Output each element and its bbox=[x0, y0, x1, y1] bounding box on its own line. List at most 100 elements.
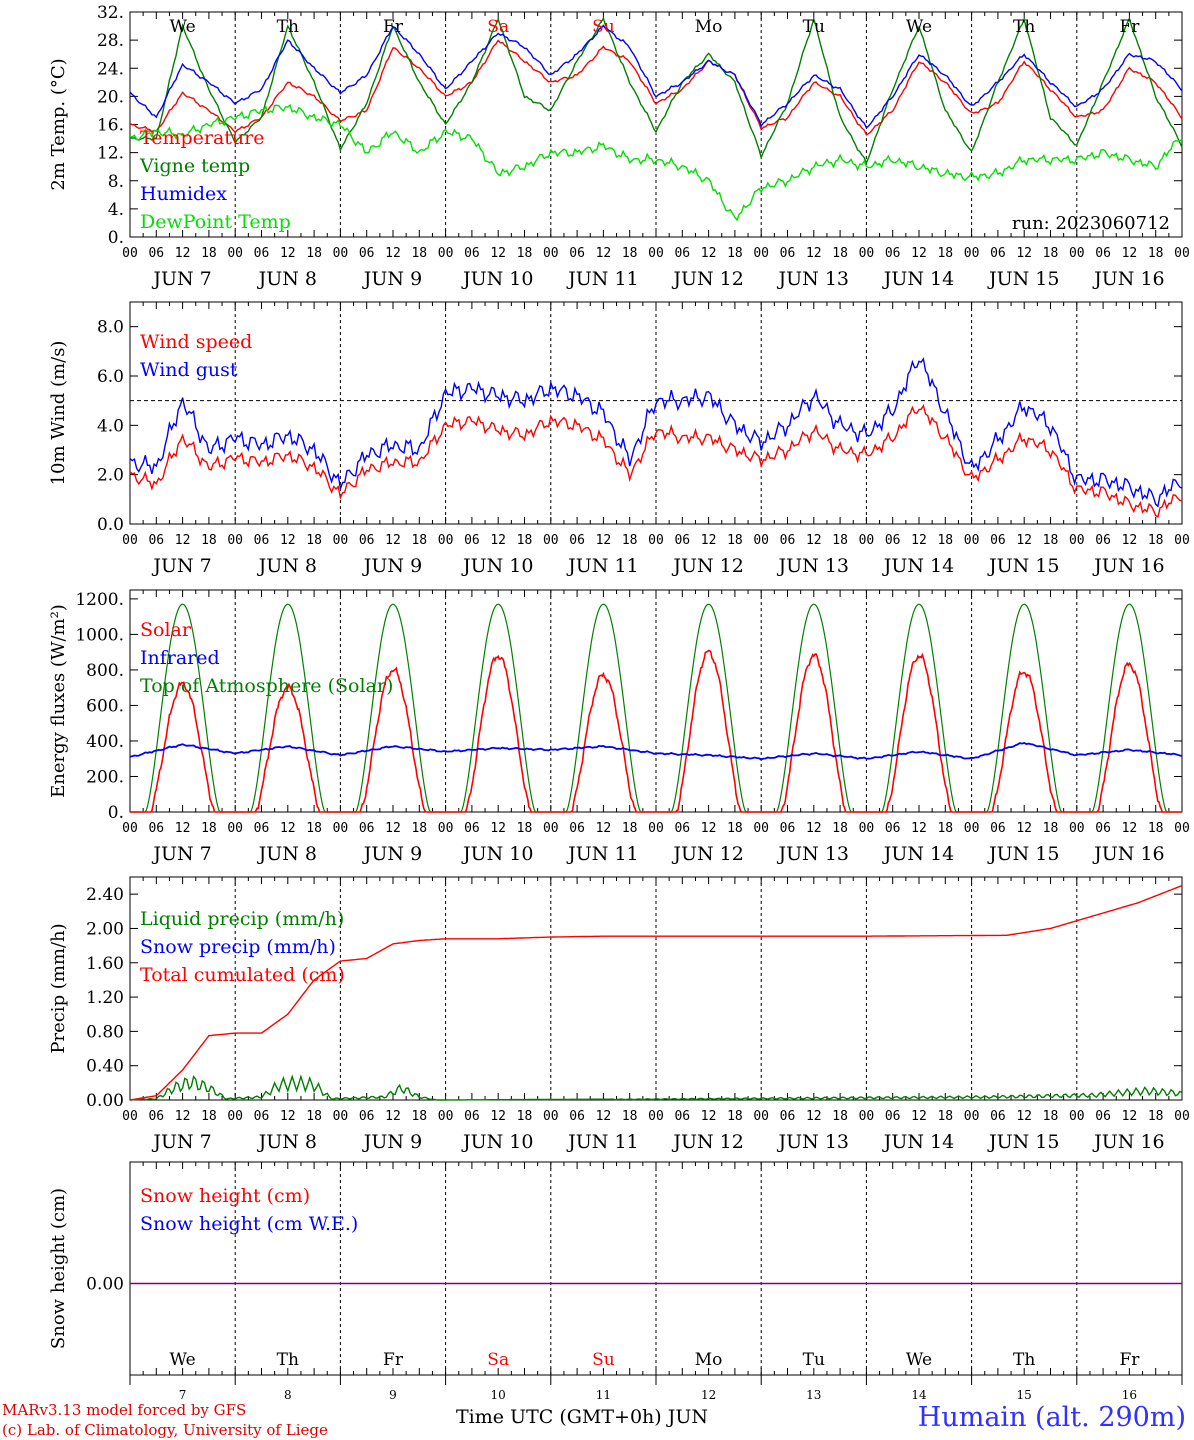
hour-label: 00 bbox=[648, 533, 664, 548]
hour-label: 06 bbox=[885, 246, 901, 261]
weekday-label: Sa bbox=[487, 1350, 509, 1370]
y-tick-label: 2.0 bbox=[97, 466, 124, 486]
day-label: 13 bbox=[806, 1388, 821, 1402]
date-label: JUN 12 bbox=[671, 843, 743, 865]
panel-4: 0.00 0.40 0.80 1.20 1.60 2.00 2.40 Precip (mm/h… bbox=[48, 876, 1190, 1153]
hour-label: 12 bbox=[911, 1109, 927, 1124]
y-tick-label: 200. bbox=[86, 767, 124, 787]
series-line-2 bbox=[129, 357, 1183, 508]
series-line-toa bbox=[130, 603, 1182, 813]
y-tick-label: 400. bbox=[86, 732, 124, 752]
hour-label: 12 bbox=[1122, 246, 1138, 261]
hour-label: 00 bbox=[333, 1109, 349, 1124]
y-tick-label: 0.00 bbox=[86, 1091, 124, 1111]
hour-label: 18 bbox=[411, 533, 427, 548]
hour-label: 12 bbox=[490, 1109, 506, 1124]
legend-entry: Snow height (cm W.E.) bbox=[140, 1213, 358, 1235]
date-label: JUN 15 bbox=[987, 1131, 1059, 1153]
date-label: JUN 10 bbox=[461, 555, 533, 577]
hour-label: 12 bbox=[385, 533, 401, 548]
date-label: JUN 13 bbox=[777, 843, 849, 865]
hour-label: 06 bbox=[148, 821, 164, 836]
hour-label: 18 bbox=[832, 1109, 848, 1124]
hour-label: 00 bbox=[1069, 1109, 1085, 1124]
hour-label: 18 bbox=[306, 533, 322, 548]
hour-label: 00 bbox=[964, 821, 980, 836]
day-label: 7 bbox=[179, 1388, 187, 1402]
day-label: 8 bbox=[284, 1388, 292, 1402]
credit-line-2: (c) Lab. of Climatology, University of L… bbox=[2, 1421, 328, 1439]
hour-label: 12 bbox=[280, 821, 296, 836]
hour-label: 00 bbox=[438, 533, 454, 548]
hour-label: 12 bbox=[1122, 821, 1138, 836]
hour-label: 06 bbox=[1095, 533, 1111, 548]
hour-label: 18 bbox=[727, 821, 743, 836]
run-label: run: 2023060712 bbox=[1012, 213, 1170, 234]
hour-label: 00 bbox=[227, 1109, 243, 1124]
series-line-1 bbox=[129, 39, 1183, 136]
day-label: 11 bbox=[596, 1388, 611, 1402]
hour-label: 18 bbox=[517, 533, 533, 548]
hour-label: 06 bbox=[990, 246, 1006, 261]
panel-2: 0.0 2.0 4.0 6.0 8.0 10m Wind (m/s) Wind speed W… bbox=[48, 301, 1190, 577]
hour-label: 18 bbox=[517, 821, 533, 836]
hour-label: 12 bbox=[596, 1109, 612, 1124]
hour-label: 06 bbox=[990, 1109, 1006, 1124]
hour-label: 12 bbox=[701, 1109, 717, 1124]
hour-label: 00 bbox=[1069, 533, 1085, 548]
date-label: JUN 16 bbox=[1092, 1131, 1164, 1153]
hour-label: 06 bbox=[359, 533, 375, 548]
legend-entry: DewPoint Temp bbox=[140, 211, 291, 233]
weekday-label: Su bbox=[592, 17, 615, 37]
panel-3: 0. 200. 400. 600. 800. 1000. 1200. Energy fluxe… bbox=[48, 589, 1190, 865]
hour-label: 06 bbox=[674, 246, 690, 261]
hour-label: 18 bbox=[622, 821, 638, 836]
hour-label: 06 bbox=[674, 821, 690, 836]
hour-label: 18 bbox=[517, 1109, 533, 1124]
date-label: JUN 8 bbox=[257, 555, 317, 577]
hour-label: 12 bbox=[385, 821, 401, 836]
legend-entry: Solar bbox=[140, 619, 192, 641]
date-label: JUN 9 bbox=[362, 555, 422, 577]
date-label: JUN 8 bbox=[257, 1131, 317, 1153]
hour-label: 06 bbox=[569, 821, 585, 836]
y-tick-label: 12. bbox=[97, 144, 124, 164]
series-line-4 bbox=[129, 103, 1183, 222]
hour-label: 00 bbox=[543, 821, 559, 836]
hour-label: 12 bbox=[806, 533, 822, 548]
date-label: JUN 13 bbox=[777, 1131, 849, 1153]
hour-label: 12 bbox=[490, 821, 506, 836]
hour-label: 06 bbox=[359, 246, 375, 261]
hour-label: 18 bbox=[1148, 246, 1164, 261]
hour-label: 12 bbox=[175, 533, 191, 548]
hour-label: 06 bbox=[990, 821, 1006, 836]
y-tick-label: 0.00 bbox=[86, 1275, 124, 1295]
hour-label: 06 bbox=[1095, 246, 1111, 261]
hour-label: 00 bbox=[753, 533, 769, 548]
hour-label: 00 bbox=[543, 246, 559, 261]
hour-label: 12 bbox=[701, 246, 717, 261]
hour-label: 12 bbox=[911, 533, 927, 548]
weekday-label: Fr bbox=[1119, 1350, 1140, 1370]
hour-label: 00 bbox=[333, 533, 349, 548]
hour-label: 00 bbox=[648, 1109, 664, 1124]
weekday-label: Tu bbox=[803, 17, 825, 37]
date-label: JUN 16 bbox=[1092, 555, 1164, 577]
date-label: JUN 16 bbox=[1092, 268, 1164, 290]
hour-label: 18 bbox=[1148, 821, 1164, 836]
date-label: JUN 10 bbox=[461, 268, 533, 290]
hour-label: 18 bbox=[832, 246, 848, 261]
hour-label: 12 bbox=[1016, 821, 1032, 836]
day-label: 12 bbox=[701, 1388, 716, 1402]
hour-label: 18 bbox=[306, 246, 322, 261]
hour-label: 12 bbox=[596, 821, 612, 836]
hour-label: 18 bbox=[517, 246, 533, 261]
y-axis-label: 10m Wind (m/s) bbox=[48, 341, 69, 486]
hour-label: 00 bbox=[333, 821, 349, 836]
y-tick-label: 0. bbox=[108, 803, 124, 823]
day-label: 10 bbox=[491, 1388, 506, 1402]
date-label: JUN 10 bbox=[461, 1131, 533, 1153]
legend-entry: Top of Atmosphere (Solar) bbox=[140, 675, 393, 697]
y-tick-label: 24. bbox=[97, 59, 124, 79]
date-label: JUN 11 bbox=[566, 1131, 638, 1153]
